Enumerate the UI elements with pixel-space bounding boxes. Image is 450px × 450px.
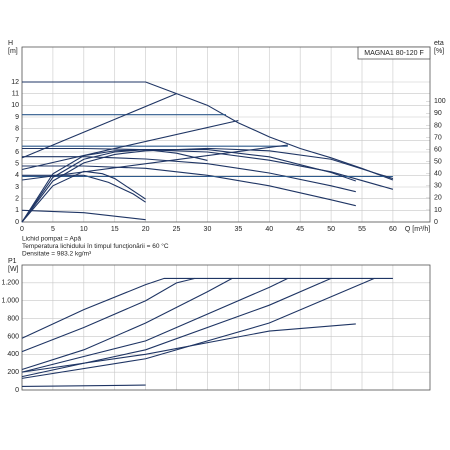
x-tick-label: 60: [389, 226, 397, 233]
y2-tick-label: 50: [434, 158, 442, 165]
y-tick-label: 9: [15, 114, 19, 121]
y2-tick-label: 70: [434, 134, 442, 141]
title-box: [357, 46, 431, 60]
y-tick-label: 2: [15, 196, 19, 203]
x-tick-label: 25: [173, 226, 181, 233]
curve: [22, 165, 356, 207]
y2-tick-label: 100: [434, 98, 446, 105]
y-tick-label: 8: [15, 126, 19, 133]
curve: [21, 323, 356, 373]
curve: [21, 93, 177, 159]
y2-tick-label: 10: [434, 207, 442, 214]
note: Temperatura lichidului în timpul funcţio…: [22, 242, 169, 250]
x-tick-label: 35: [234, 226, 242, 233]
y-tick-label: 7: [15, 137, 19, 144]
y-axis-label: [W]: [8, 266, 19, 273]
note: Lichid pompat = Apă: [22, 236, 81, 243]
y-tick-label: 400: [7, 351, 19, 358]
y-axis-label: H: [8, 40, 13, 47]
x-tick-label: 15: [111, 226, 119, 233]
y2-tick-label: 40: [434, 171, 442, 178]
y-tick-label: 1.200: [1, 280, 19, 287]
y-axis-label: [m]: [8, 48, 18, 55]
y-tick-label: 1.000: [1, 298, 19, 305]
plot-frame: [21, 264, 431, 391]
y2-tick-label: 30: [434, 183, 442, 190]
y2-axis-label: [%]: [434, 48, 444, 55]
curve: [22, 81, 394, 181]
curve: [21, 149, 208, 223]
y2-tick-label: 80: [434, 122, 442, 129]
y-tick-label: 0: [15, 219, 19, 226]
curve: [21, 277, 393, 339]
curve: [21, 277, 233, 370]
x-tick-label: 50: [327, 226, 335, 233]
x-tick-label: 5: [51, 226, 55, 233]
y2-axis-label: eta: [434, 40, 444, 47]
x-tick-label: 0: [20, 226, 24, 233]
x-axis-label: Q [m³/h]: [405, 226, 430, 233]
y2-tick-label: 60: [434, 146, 442, 153]
curve: [21, 384, 146, 387]
plot-frame: [21, 46, 431, 223]
y2-tick-label: 0: [434, 219, 438, 226]
curve: [21, 209, 146, 221]
curve: [21, 277, 289, 373]
x-tick-label: 45: [296, 226, 304, 233]
curve: [21, 170, 146, 223]
x-tick-label: 10: [80, 226, 88, 233]
note: Densitate = 983.2 kg/m³: [22, 251, 92, 258]
y-tick-label: 200: [7, 369, 19, 376]
curve: [21, 144, 288, 181]
x-tick-label: 30: [204, 226, 212, 233]
y-tick-label: 4: [15, 172, 19, 179]
x-tick-label: 55: [358, 226, 366, 233]
y2-tick-label: 90: [434, 110, 442, 117]
y-tick-label: 1: [15, 207, 19, 214]
y-axis-label: P1: [8, 258, 17, 265]
y-tick-label: 12: [11, 79, 19, 86]
y-tick-label: 10: [11, 102, 19, 109]
y-tick-label: 5: [15, 161, 19, 168]
y-tick-label: 600: [7, 333, 19, 340]
curve: [21, 147, 394, 223]
x-tick-label: 20: [142, 226, 150, 233]
y-tick-label: 0: [15, 387, 19, 394]
curve: [22, 156, 356, 193]
y-tick-label: 11: [12, 91, 19, 98]
y-tick-label: 800: [7, 315, 19, 322]
curve: [22, 147, 394, 190]
y2-tick-label: 20: [434, 195, 442, 202]
y-tick-label: 3: [15, 184, 19, 191]
x-tick-label: 40: [265, 226, 273, 233]
y-tick-label: 6: [15, 149, 19, 156]
chart-title: MAGNA1 80-120 F: [364, 50, 424, 57]
curve: [21, 119, 239, 171]
curve: [21, 277, 375, 379]
curve: [21, 277, 196, 353]
